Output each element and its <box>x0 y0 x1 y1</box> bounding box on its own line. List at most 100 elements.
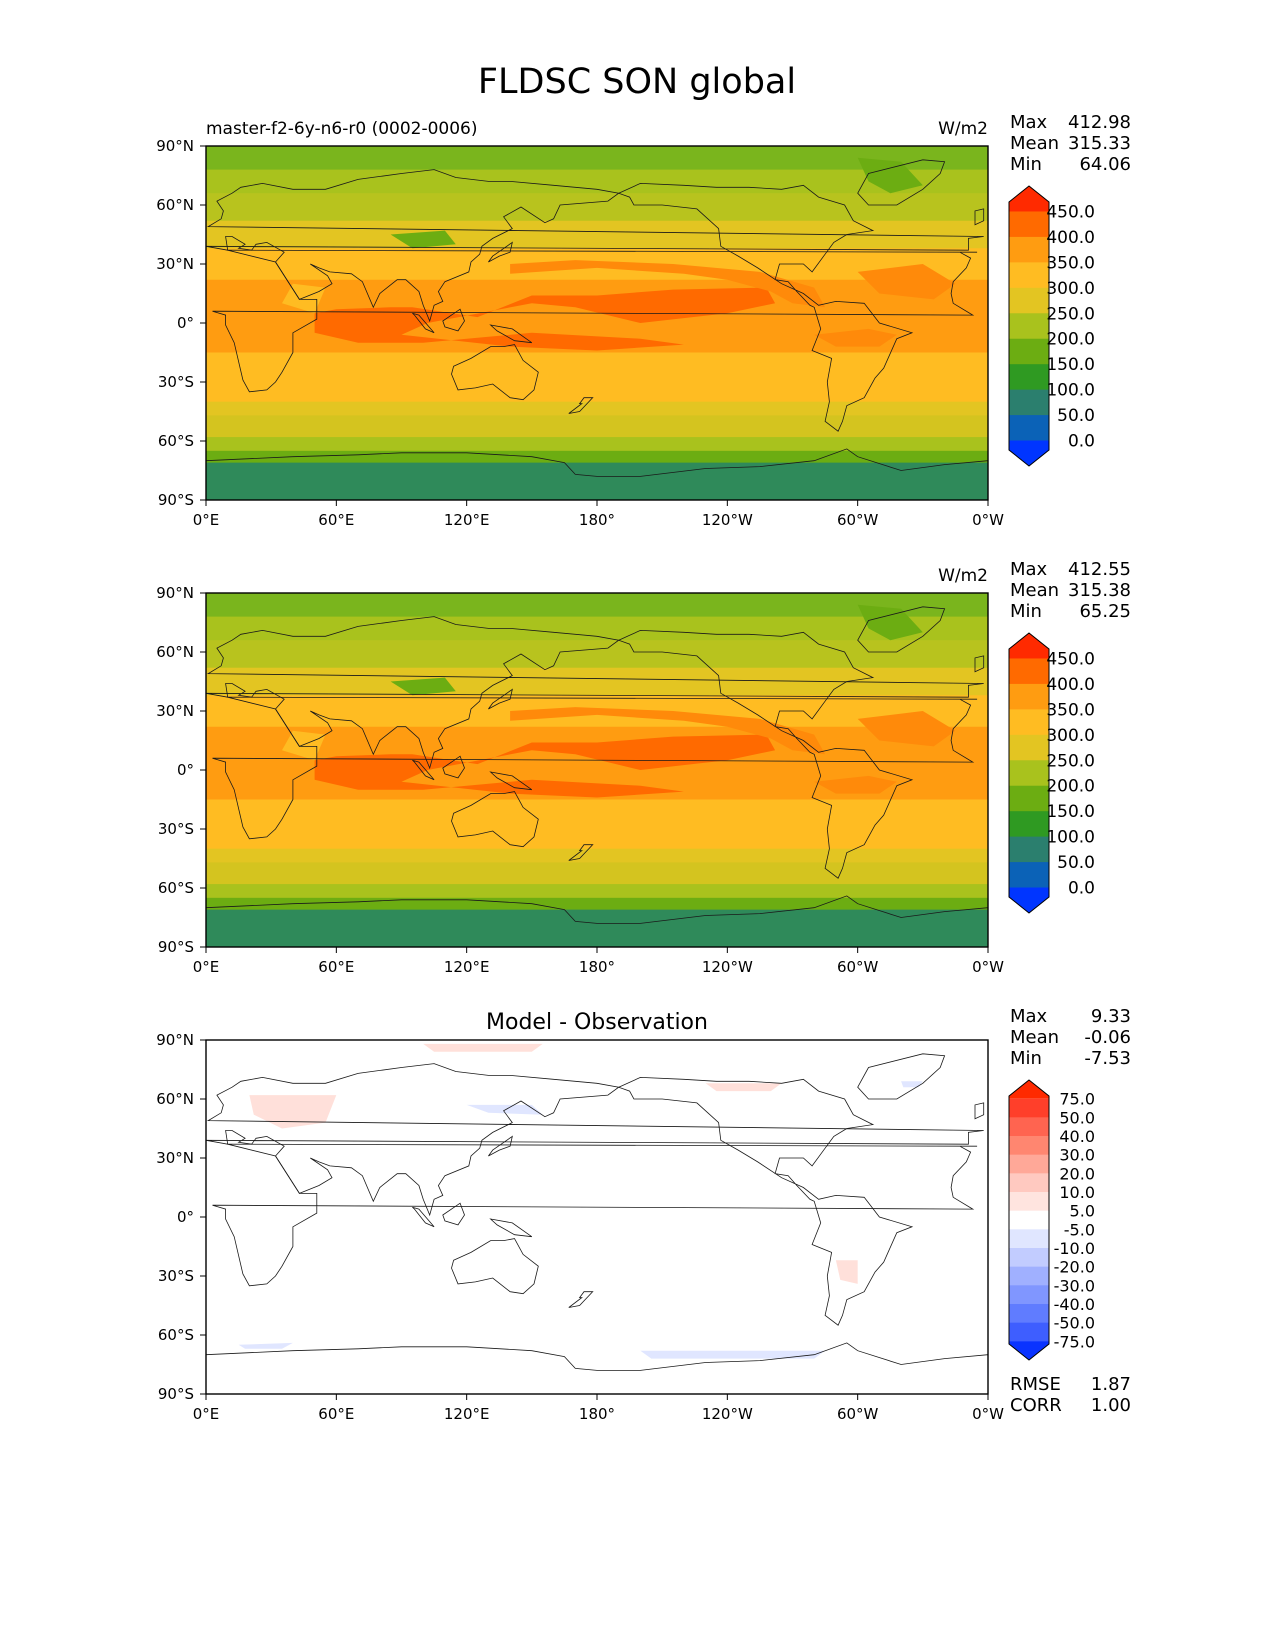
colorbar-label: 200.0 <box>1046 777 1095 797</box>
coastline <box>451 344 539 401</box>
coastline <box>488 241 513 263</box>
map-panel: 0°E 60°E 120°E 180° 120°W 60°W 0°W 90°N 60°N 30°N… <box>156 112 1131 529</box>
field-band <box>206 799 988 824</box>
coastline <box>451 1238 539 1295</box>
map-panel: 0°E 60°E 120°E 180° 120°W 60°W 0°W 90°N 60°N 30°N… <box>156 559 1131 976</box>
colorbar-label: 50.0 <box>1059 1108 1095 1127</box>
coastline <box>617 1076 914 1326</box>
coastline <box>442 1202 465 1226</box>
colorbar-swatch <box>1009 364 1049 391</box>
field-band <box>206 401 988 417</box>
colorbar-extend-top <box>1009 186 1049 212</box>
colorbar-label: 20.0 <box>1059 1164 1095 1183</box>
colorbar-label: 400.0 <box>1046 675 1095 695</box>
field-region <box>314 287 776 351</box>
field-band <box>206 146 988 171</box>
colorbar-swatch <box>1009 1154 1049 1174</box>
colorbar-label: 100.0 <box>1046 828 1095 848</box>
y-tick-label: 0° <box>177 761 194 779</box>
map-field <box>206 1040 988 1394</box>
field-band <box>206 437 988 452</box>
x-tick-label: 0°E <box>193 511 220 529</box>
stat-value: 315.33 <box>1068 133 1131 154</box>
field-background <box>206 1040 988 1394</box>
metric-value: 1.00 <box>1091 1395 1131 1416</box>
colorbar-label: 40.0 <box>1059 1127 1095 1146</box>
colorbar-swatch <box>1009 1098 1049 1118</box>
colorbar-label: 75.0 <box>1059 1090 1095 1109</box>
field-region <box>857 711 956 747</box>
coastline <box>489 771 533 791</box>
colorbar-label: 350.0 <box>1046 253 1095 273</box>
panel-title: Model - Observation <box>486 1010 708 1035</box>
colorbar-swatch <box>1009 734 1049 761</box>
stat-label: Max <box>1010 559 1048 580</box>
field-band <box>206 450 988 464</box>
y-tick-label: 90°N <box>156 137 194 155</box>
coastline <box>488 1135 513 1157</box>
colorbar-swatch <box>1009 836 1049 863</box>
coastline <box>206 895 988 947</box>
panel-title: master-f2-6y-n6-r0 (0002-0006) <box>206 119 478 139</box>
field-band <box>206 352 988 377</box>
stat-value: 9.33 <box>1091 1006 1131 1027</box>
coastline <box>412 759 435 781</box>
colorbar-label: 150.0 <box>1046 355 1095 375</box>
y-tick-label: 60°S <box>158 879 194 897</box>
coastline <box>412 1206 435 1228</box>
colorbar-label: 450.0 <box>1046 202 1095 222</box>
colorbar-swatch <box>1009 236 1049 263</box>
colorbar-label: 250.0 <box>1046 304 1095 324</box>
stat-value: 65.25 <box>1079 601 1131 622</box>
colorbar-swatch <box>1009 709 1049 736</box>
field-region <box>390 677 456 696</box>
field-region <box>390 230 456 249</box>
colorbar-label: 250.0 <box>1046 751 1095 771</box>
coastline <box>442 308 465 332</box>
x-tick-label: 180° <box>579 511 615 529</box>
field-band <box>206 884 988 899</box>
coastline <box>206 616 984 770</box>
colorbar-swatch <box>1009 313 1049 340</box>
field-band <box>206 823 988 850</box>
stat-value: 412.98 <box>1068 112 1131 133</box>
colorbar-swatch <box>1009 1117 1049 1137</box>
x-tick-label: 0°W <box>972 1405 1004 1423</box>
coastline <box>568 844 594 861</box>
colorbar-swatch <box>1009 1136 1049 1156</box>
units-label: W/m2 <box>938 119 988 139</box>
y-tick-label: 60°N <box>156 196 194 214</box>
x-tick-label: 60°E <box>318 1405 354 1423</box>
colorbar-swatch <box>1009 1322 1049 1342</box>
colorbar-label: 30.0 <box>1059 1146 1095 1165</box>
colorbar-swatch <box>1009 338 1049 365</box>
field-region <box>857 157 923 194</box>
colorbar-label: -10.0 <box>1054 1239 1095 1258</box>
field-band <box>206 897 988 911</box>
colorbar-extend-bottom <box>1009 440 1049 466</box>
field-region <box>857 264 956 300</box>
difference-region <box>640 1350 826 1359</box>
colorbar-label: 5.0 <box>1070 1202 1095 1221</box>
coastline <box>617 629 914 879</box>
colorbar-label: 0.0 <box>1068 879 1095 899</box>
x-tick-label: 120°W <box>702 958 753 976</box>
field-region <box>814 775 897 794</box>
colorbar: 450.0 400.0 350.0 300.0 250.0 200.0 150.0 100.0… <box>1008 185 1095 467</box>
y-tick-label: 60°N <box>156 643 194 661</box>
x-tick-label: 0°W <box>972 511 1004 529</box>
field-region <box>282 730 326 761</box>
field-region <box>282 283 326 314</box>
field-band <box>206 616 988 641</box>
y-tick-label: 30°S <box>158 373 194 391</box>
stat-label: Max <box>1010 112 1048 133</box>
y-tick-label: 60°S <box>158 1326 194 1344</box>
map-field <box>206 593 988 947</box>
field-band <box>206 462 988 500</box>
colorbar-extend-bottom <box>1009 887 1049 913</box>
y-tick-label: 30°N <box>156 255 194 273</box>
x-tick-label: 120°W <box>702 511 753 529</box>
colorbar: 450.0 400.0 350.0 300.0 250.0 200.0 150.0 100.0… <box>1008 632 1095 914</box>
colorbar-swatch <box>1009 262 1049 289</box>
